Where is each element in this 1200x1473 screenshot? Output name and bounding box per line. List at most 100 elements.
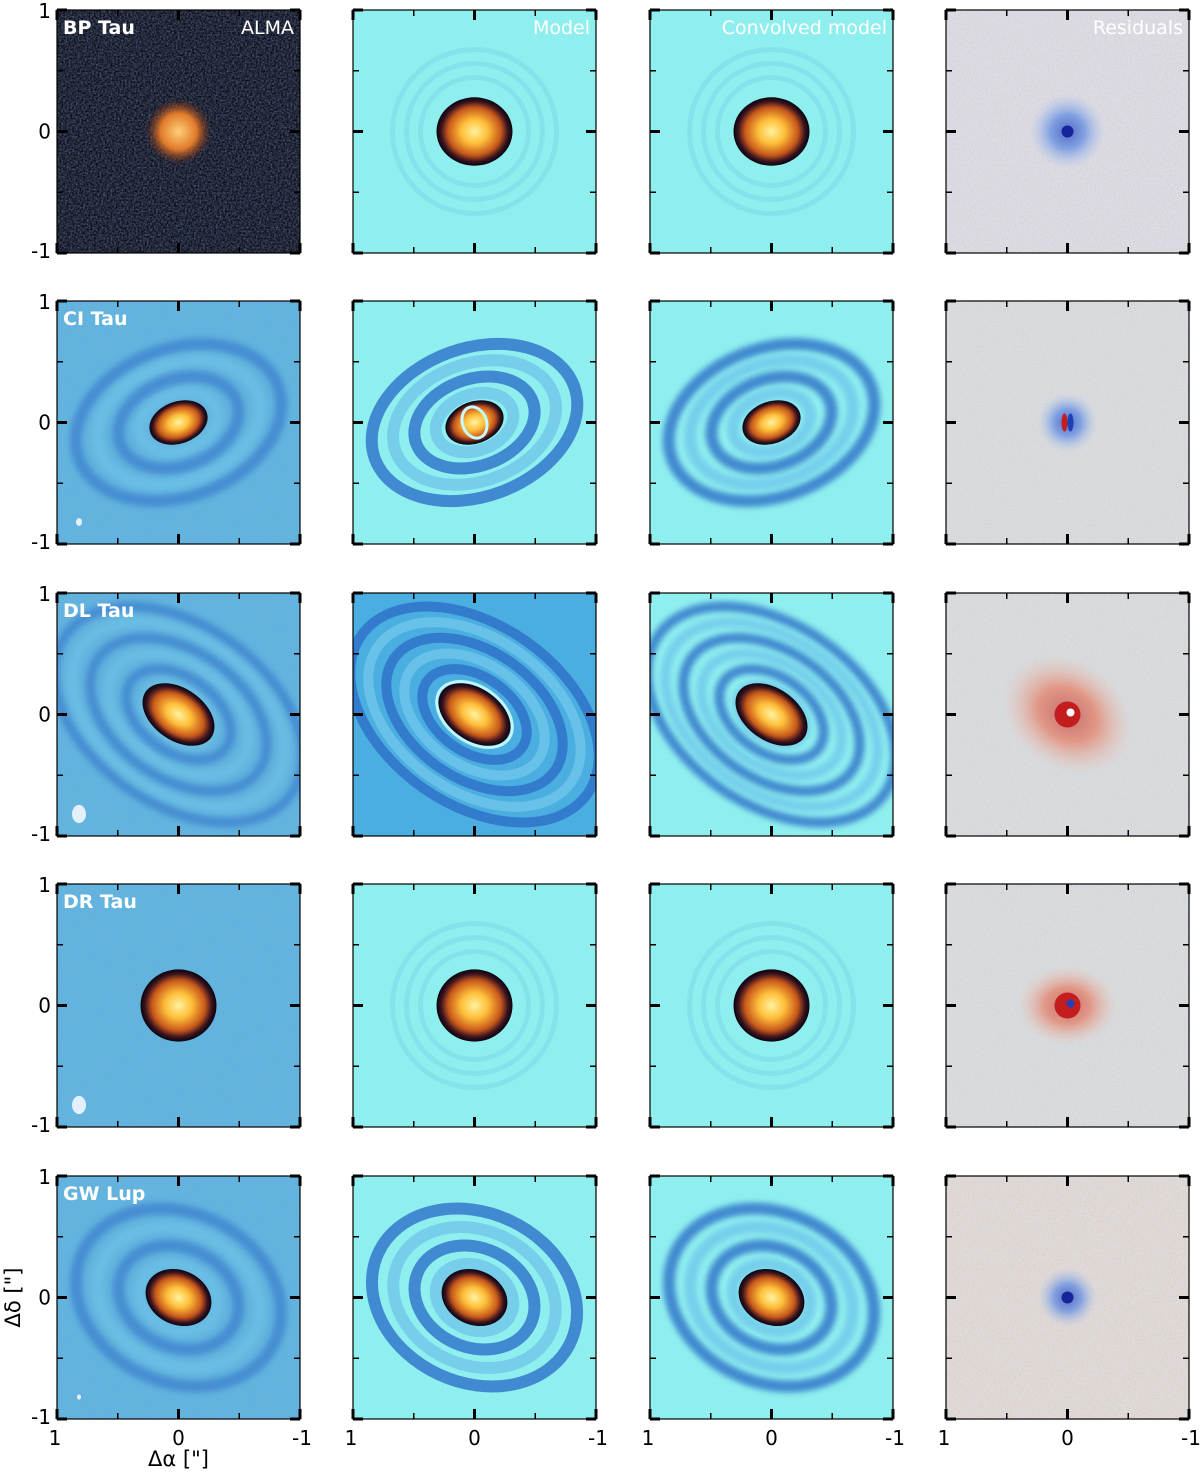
panel-alma-1: CI Tau 1 0 -1: [31, 290, 302, 554]
x-tick-label: -1: [588, 1426, 608, 1450]
ring: [705, 1239, 838, 1356]
ring: [701, 61, 842, 202]
ring: [705, 370, 838, 475]
y-tick-label: -1: [31, 1113, 51, 1137]
ring-system: [662, 337, 881, 508]
panel-image: [650, 593, 893, 836]
panel-model-0: Model: [351, 8, 598, 255]
panel-image: [57, 1176, 300, 1419]
target-name: CI Tau: [63, 308, 128, 330]
core: [142, 683, 215, 746]
ring: [418, 949, 531, 1062]
panel-image: [353, 1176, 596, 1419]
ring: [429, 386, 520, 459]
ring: [714, 664, 829, 765]
x-tick-label: -1: [885, 1426, 905, 1450]
y-tick-label: 0: [38, 994, 51, 1018]
core: [733, 97, 810, 166]
ring: [715, 75, 828, 188]
ring: [399, 648, 550, 781]
panel-residuals-0: Residuals: [944, 8, 1191, 255]
y-tick-label: 0: [38, 703, 51, 727]
ring: [387, 1221, 562, 1374]
core: [145, 1268, 212, 1327]
beam-ellipse: [72, 1095, 86, 1115]
ring: [726, 386, 817, 459]
ring: [684, 354, 859, 491]
panel-image: [353, 10, 596, 253]
ring-system: [390, 47, 559, 216]
y-tick-label: 1: [38, 873, 51, 897]
ring: [91, 354, 266, 491]
panel-model-1: [351, 299, 598, 546]
ring: [381, 632, 568, 797]
y-tick-label: -1: [31, 822, 51, 846]
panel-model-3: [351, 882, 598, 1129]
residual-center: [1066, 708, 1075, 717]
ring: [85, 632, 272, 797]
ring: [417, 664, 532, 765]
panel-image: [946, 884, 1189, 1127]
column-label-residuals: Residuals: [1093, 17, 1183, 39]
ring: [687, 47, 856, 216]
panel-convolved-4: 1 0 -1: [642, 1174, 905, 1450]
core: [733, 969, 810, 1042]
residual-core: [1061, 1291, 1074, 1304]
residual-center: [1066, 999, 1075, 1008]
ring: [67, 617, 290, 812]
panel-residuals-1: [944, 299, 1191, 546]
ring: [684, 1221, 859, 1374]
ring: [650, 601, 893, 828]
x-tick-label: 0: [172, 1426, 185, 1450]
x-tick-label: 1: [642, 1426, 655, 1450]
ring: [678, 632, 865, 797]
x-tick-label: -1: [1181, 1426, 1200, 1450]
ring-system: [145, 98, 212, 165]
panel-image: [650, 884, 893, 1127]
panel-image: [57, 884, 300, 1127]
y-tick-label: -1: [31, 1405, 51, 1429]
x-tick-label: 0: [765, 1426, 778, 1450]
ring: [429, 1257, 520, 1338]
ring: [69, 1202, 288, 1393]
ring: [57, 601, 300, 828]
x-tick-label: 1: [938, 1426, 951, 1450]
ring-system: [365, 1202, 584, 1393]
panel-image: [353, 301, 596, 544]
core: [738, 1268, 805, 1327]
ring: [726, 1257, 817, 1338]
ring: [103, 648, 254, 781]
panel-image: [57, 10, 300, 253]
panel-image: [650, 1176, 893, 1419]
ring-system: [353, 601, 596, 828]
residual-center: [1067, 413, 1074, 432]
x-axis-label: Δα ["]: [148, 1447, 209, 1471]
core: [735, 683, 808, 746]
y-tick-label: 1: [38, 0, 51, 23]
ring: [112, 1239, 245, 1356]
panel-image: [946, 10, 1189, 253]
target-name: BP Tau: [63, 17, 135, 39]
ring: [696, 648, 847, 781]
core: [140, 969, 217, 1042]
panel-image: [946, 593, 1189, 836]
ring-system: [140, 969, 217, 1042]
ring: [121, 664, 236, 765]
core: [145, 98, 212, 165]
panel-image: [650, 301, 893, 544]
panel-convolved-1: [648, 299, 895, 546]
ring-system: [662, 1202, 881, 1393]
beam-ellipse: [76, 518, 82, 526]
ring-system: [687, 921, 856, 1090]
panel-image: [946, 301, 1189, 544]
x-tick-label: 1: [345, 1426, 358, 1450]
y-tick-label: -1: [31, 239, 51, 263]
beam-ellipse: [72, 804, 86, 824]
y-tick-label: 0: [38, 120, 51, 144]
panel-alma-2: DL Tau 1 0 -1: [31, 582, 302, 846]
ring: [408, 370, 541, 475]
ring: [91, 1221, 266, 1374]
ring: [404, 61, 545, 202]
core: [436, 97, 513, 166]
